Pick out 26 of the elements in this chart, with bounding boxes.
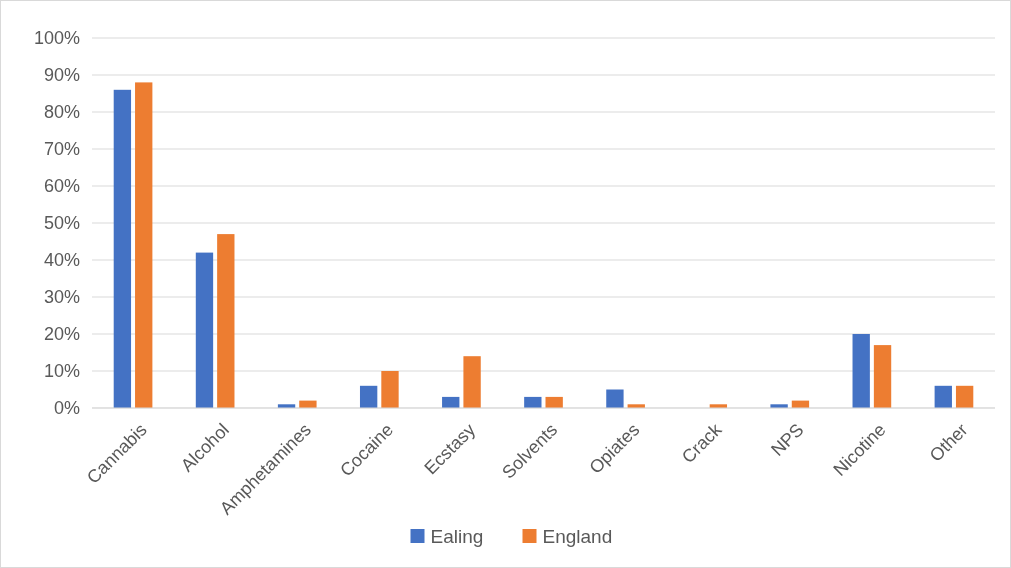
legend-label: Ealing	[430, 525, 484, 547]
bar	[606, 389, 624, 408]
bar	[524, 396, 542, 408]
bar	[463, 356, 481, 408]
bar	[934, 385, 952, 408]
bar	[359, 385, 378, 408]
bar	[852, 334, 870, 408]
bar	[955, 385, 974, 408]
y-tick-label: 40%	[43, 250, 80, 271]
y-tick-label: 70%	[43, 139, 80, 160]
bar	[195, 252, 214, 408]
bar	[113, 89, 132, 408]
bar	[381, 371, 399, 408]
y-tick-label: 30%	[43, 287, 80, 308]
y-tick-label: 10%	[43, 361, 80, 382]
y-tick-label: 90%	[43, 65, 80, 86]
bar	[135, 82, 153, 408]
legend-label: England	[542, 525, 613, 547]
y-tick-label: 100%	[33, 28, 80, 49]
y-tick-label: 20%	[43, 324, 80, 345]
y-tick-label: 60%	[43, 176, 80, 197]
y-tick-label: 0%	[53, 398, 80, 419]
bar	[873, 345, 892, 408]
bar	[217, 234, 235, 408]
y-tick-label: 80%	[43, 102, 80, 123]
y-tick-label: 50%	[43, 213, 80, 234]
